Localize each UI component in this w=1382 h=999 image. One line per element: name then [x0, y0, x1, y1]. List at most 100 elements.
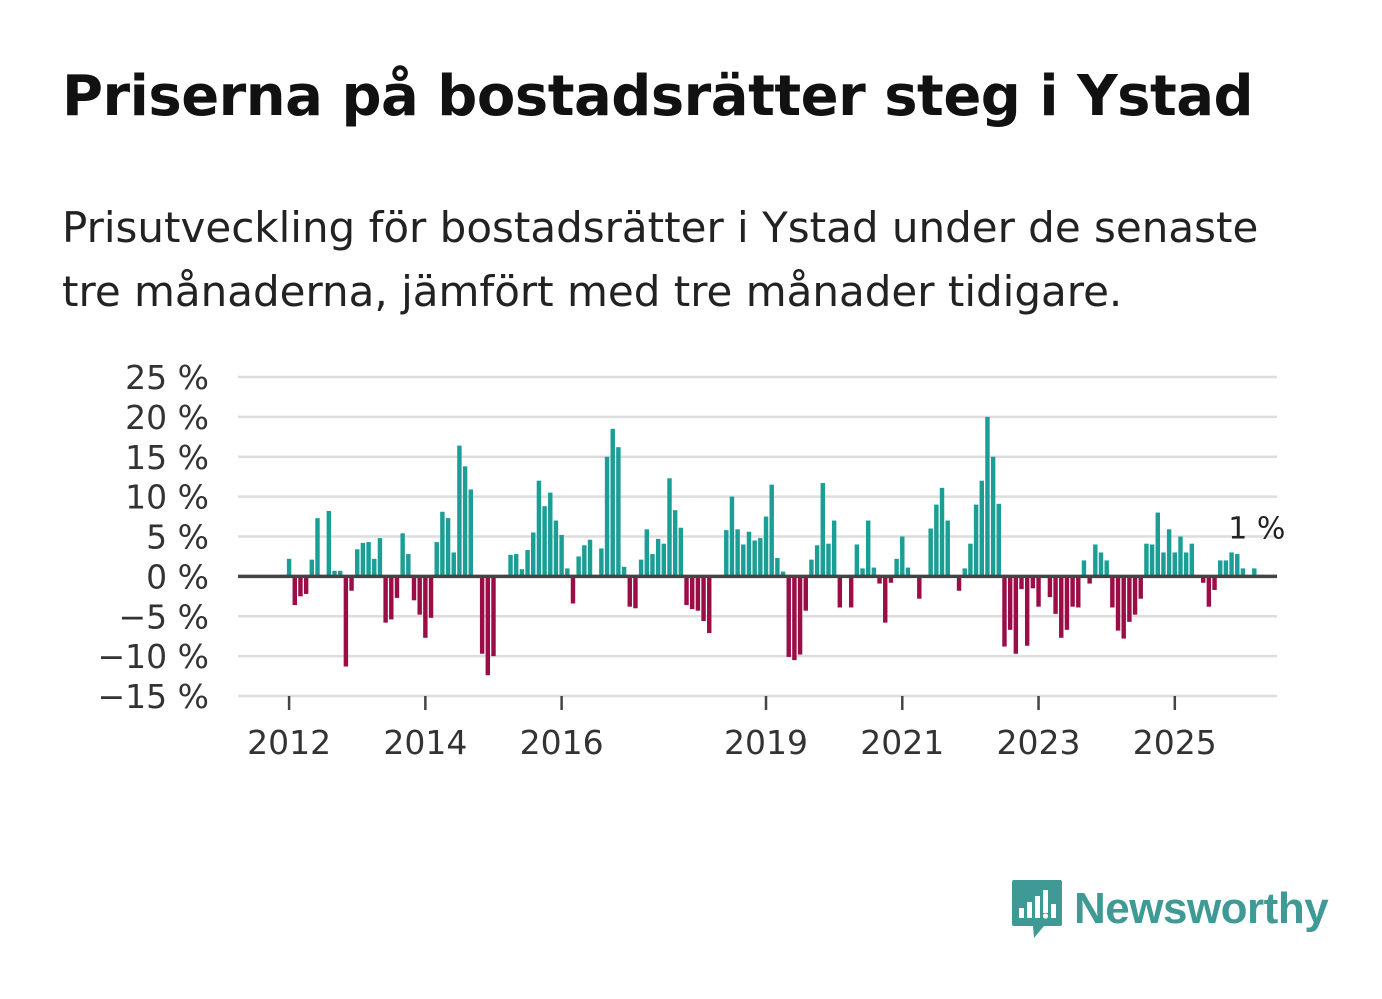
bar: [1144, 543, 1149, 577]
bar: [621, 566, 627, 577]
bar: [440, 511, 445, 577]
bar: [655, 538, 661, 577]
bar: [707, 576, 712, 633]
y-tick-label: 0 %: [146, 557, 209, 596]
bar: [837, 576, 843, 608]
bar-chart: 25 %20 %15 %10 %5 %0 %−5 %−10 %−15 % 201…: [98, 358, 1286, 762]
bar: [769, 484, 774, 577]
bar: [542, 506, 547, 577]
bar: [871, 567, 877, 577]
bar: [377, 538, 383, 577]
bar: [638, 559, 644, 577]
bar: [604, 456, 610, 577]
bar: [860, 568, 865, 577]
bar: [905, 567, 911, 577]
bar: [315, 518, 320, 577]
bar: [337, 570, 343, 577]
bar: [1030, 576, 1036, 589]
bar: [848, 576, 854, 608]
bar: [820, 483, 826, 577]
x-tick-label: 2016: [520, 723, 604, 762]
bar: [1200, 576, 1206, 583]
bar: [1183, 552, 1189, 577]
bar: [650, 554, 655, 577]
x-tick-label: 2012: [247, 723, 331, 762]
y-tick-label: 15 %: [125, 438, 209, 477]
y-tick-label: −15 %: [98, 677, 210, 716]
bar: [360, 542, 366, 577]
bar: [1223, 560, 1229, 577]
bar: [689, 576, 695, 610]
bar: [531, 532, 536, 577]
bar: [372, 558, 377, 577]
y-tick-label: 25 %: [125, 358, 209, 397]
bar: [746, 531, 752, 577]
bar: [587, 539, 593, 577]
bar: [1172, 552, 1178, 577]
y-axis-labels: 25 %20 %15 %10 %5 %0 %−5 %−10 %−15 %: [98, 358, 210, 716]
bar: [1138, 576, 1143, 599]
bar: [383, 576, 388, 623]
bar: [1087, 576, 1092, 584]
bar: [462, 466, 468, 577]
bar: [445, 518, 451, 577]
bar: [814, 545, 820, 577]
bar: [1229, 552, 1234, 577]
bar: [729, 496, 735, 577]
bar: [968, 543, 973, 577]
y-tick-label: 5 %: [146, 518, 209, 557]
bar: [389, 576, 394, 620]
bar: [633, 576, 638, 609]
bar: [854, 544, 860, 577]
bar: [1155, 512, 1160, 577]
bar: [1070, 576, 1075, 607]
bar: [1161, 552, 1166, 577]
bar: [553, 520, 559, 577]
bar: [667, 478, 672, 577]
bar: [877, 576, 882, 584]
bar: [1013, 576, 1019, 654]
bar: [1019, 576, 1024, 590]
bar: [1110, 576, 1115, 608]
x-axis: 2012 2014 2016 2019 2021 2023 2025: [247, 696, 1217, 762]
bar: [1132, 576, 1138, 615]
bar: [627, 576, 632, 607]
bar: [900, 536, 905, 577]
bar: [1007, 576, 1013, 630]
bar: [1098, 552, 1104, 577]
bar: [917, 576, 922, 599]
bar: [780, 571, 786, 577]
bar: [411, 576, 417, 601]
bar: [1121, 576, 1126, 639]
bar: [956, 576, 962, 591]
x-tick-label: 2021: [860, 723, 944, 762]
bar: [548, 492, 553, 577]
bar: [661, 543, 667, 577]
bar: [990, 456, 996, 577]
bar: [1218, 560, 1223, 577]
bar: [309, 559, 315, 577]
bar: [672, 510, 678, 577]
bar: [724, 530, 729, 577]
bars: [286, 416, 1257, 676]
bar: [468, 489, 473, 577]
x-tick-label: 2023: [997, 723, 1081, 762]
bar: [979, 480, 984, 577]
bar: [1240, 568, 1246, 577]
bar: [582, 545, 587, 577]
bar: [610, 428, 615, 577]
x-tick-label: 2019: [724, 723, 808, 762]
bar: [1047, 576, 1053, 598]
bar: [644, 529, 649, 577]
bar: [1076, 576, 1081, 608]
last-value-label: 1 %: [1228, 511, 1285, 546]
bar: [406, 554, 411, 577]
bar: [485, 576, 491, 676]
brand-name: Newsworthy: [1074, 884, 1329, 933]
bar: [394, 576, 400, 598]
bar: [752, 540, 757, 577]
bar: [428, 576, 434, 618]
bar: [1212, 576, 1217, 590]
bar: [479, 576, 485, 654]
chart-title: Priserna på bostadsrätter steg i Ystad: [62, 64, 1254, 129]
